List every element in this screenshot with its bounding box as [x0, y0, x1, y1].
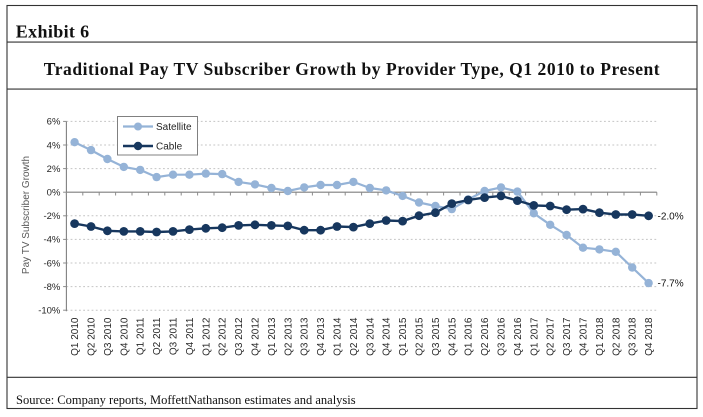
svg-text:Q2 2018: Q2 2018: [611, 317, 622, 356]
svg-text:2%: 2%: [47, 164, 61, 175]
svg-text:Cable: Cable: [156, 142, 183, 153]
svg-text:Q3 2012: Q3 2012: [234, 317, 245, 356]
svg-text:Q1 2015: Q1 2015: [398, 317, 409, 356]
svg-text:Q1 2012: Q1 2012: [201, 317, 212, 356]
svg-text:Q1 2018: Q1 2018: [595, 317, 606, 356]
svg-text:-8%: -8%: [43, 282, 60, 293]
svg-text:Q1 2017: Q1 2017: [529, 317, 540, 356]
svg-text:Q4 2012: Q4 2012: [251, 317, 262, 356]
svg-text:-2.0%: -2.0%: [658, 211, 684, 222]
svg-text:Q4 2018: Q4 2018: [644, 317, 655, 356]
svg-text:Q2 2014: Q2 2014: [349, 317, 360, 356]
svg-text:Traditional Pay TV Subscriber: Traditional Pay TV Subscriber Growth by …: [44, 59, 660, 79]
svg-text:Q3 2010: Q3 2010: [103, 317, 114, 356]
svg-text:Q1 2011: Q1 2011: [136, 317, 147, 355]
svg-text:Q4 2013: Q4 2013: [316, 317, 327, 356]
svg-text:Q2 2016: Q2 2016: [480, 317, 491, 356]
svg-text:Q3 2013: Q3 2013: [300, 317, 311, 356]
svg-text:Q3 2014: Q3 2014: [365, 317, 376, 356]
svg-text:Q3 2015: Q3 2015: [431, 317, 442, 356]
svg-text:Exhibit 6: Exhibit 6: [16, 21, 90, 41]
svg-text:Q1 2010: Q1 2010: [70, 317, 81, 356]
svg-text:Q3 2017: Q3 2017: [562, 317, 573, 356]
svg-text:Q3 2011: Q3 2011: [169, 317, 180, 355]
svg-text:Q2 2011: Q2 2011: [152, 317, 163, 355]
svg-text:0%: 0%: [47, 188, 61, 199]
svg-text:Q2 2013: Q2 2013: [283, 317, 294, 356]
svg-text:Q3 2018: Q3 2018: [628, 317, 639, 356]
svg-text:Q1 2016: Q1 2016: [464, 317, 475, 356]
svg-text:-10%: -10%: [38, 306, 61, 317]
svg-text:6%: 6%: [47, 117, 61, 128]
svg-text:Q1 2013: Q1 2013: [267, 317, 278, 356]
svg-text:Q2 2012: Q2 2012: [218, 317, 229, 356]
svg-text:Pay TV Subscriber Growth: Pay TV Subscriber Growth: [21, 156, 32, 274]
svg-text:Q3 2016: Q3 2016: [497, 317, 508, 356]
svg-text:Q2 2010: Q2 2010: [87, 317, 98, 356]
svg-text:4%: 4%: [47, 140, 61, 151]
svg-text:Q1 2014: Q1 2014: [333, 317, 344, 356]
svg-text:Q4 2014: Q4 2014: [382, 317, 393, 356]
svg-text:Q4 2011: Q4 2011: [185, 317, 196, 355]
svg-text:Source: Company reports, Moffe: Source: Company reports, MoffettNathanso…: [16, 393, 356, 407]
svg-text:-7.7%: -7.7%: [658, 279, 684, 290]
svg-text:-4%: -4%: [43, 235, 60, 246]
svg-text:-2%: -2%: [43, 211, 60, 222]
svg-text:Q2 2017: Q2 2017: [546, 317, 557, 356]
svg-text:Q4 2010: Q4 2010: [119, 317, 130, 356]
svg-text:Satellite: Satellite: [156, 122, 192, 133]
svg-text:Q4 2016: Q4 2016: [513, 317, 524, 356]
svg-text:Q4 2017: Q4 2017: [579, 317, 590, 356]
svg-text:Q2 2015: Q2 2015: [415, 317, 426, 356]
svg-text:-6%: -6%: [43, 258, 60, 269]
svg-text:Q4 2015: Q4 2015: [447, 317, 458, 356]
